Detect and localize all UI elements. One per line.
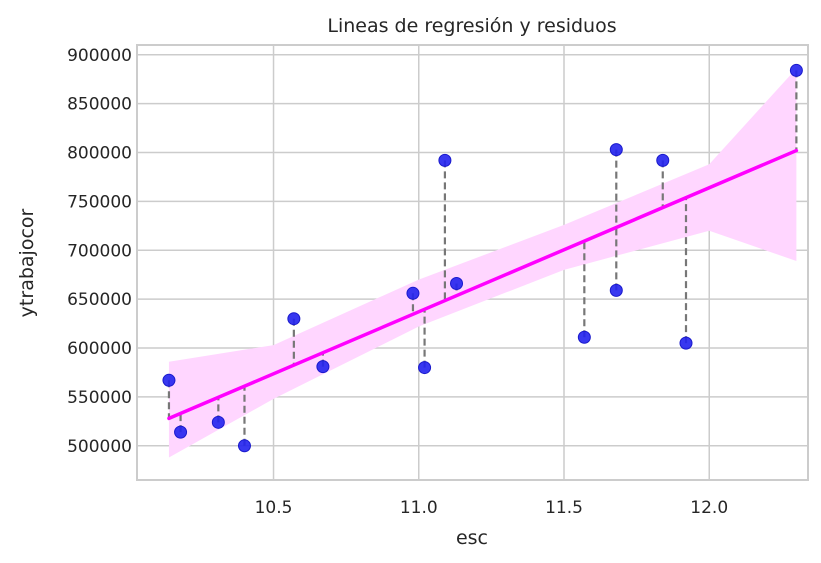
data-point — [609, 143, 623, 157]
data-point — [656, 153, 670, 167]
regression-line — [167, 148, 799, 421]
x-tick-label: 11.5 — [545, 498, 583, 518]
y-tick-label: 750000 — [67, 192, 132, 212]
x-tick-label: 12.0 — [690, 498, 728, 518]
x-tick-label: 10.5 — [255, 498, 293, 518]
x-tick-labels: 10.5 11.0 11.5 12.0 — [255, 498, 729, 518]
plot-frame — [136, 44, 809, 481]
data-point — [679, 336, 693, 350]
x-tick-label: 11.0 — [400, 498, 438, 518]
data-point — [438, 153, 452, 167]
y-tick-label: 850000 — [67, 95, 132, 115]
data-point — [287, 312, 301, 326]
y-tick-label: 700000 — [67, 241, 132, 261]
data-point — [577, 330, 591, 344]
data-point — [406, 286, 420, 300]
y-tick-label: 650000 — [67, 290, 132, 310]
data-points-layer — [162, 63, 803, 453]
data-point — [237, 439, 251, 453]
data-point — [174, 425, 188, 439]
data-point — [609, 283, 623, 297]
data-point — [789, 63, 803, 77]
data-point — [418, 361, 432, 375]
y-tick-labels: 500000 550000 600000 650000 700000 750000 8000… — [67, 46, 132, 457]
confidence-band-layer — [168, 68, 797, 458]
y-tick-label: 600000 — [67, 339, 132, 359]
data-point — [450, 277, 464, 291]
y-tick-label: 800000 — [67, 144, 132, 164]
chart-title: Lineas de regresión y residuos — [327, 15, 616, 37]
y-tick-label: 550000 — [67, 388, 132, 408]
y-tick-label: 900000 — [67, 46, 132, 66]
x-axis-label: esc — [456, 527, 488, 549]
y-tick-label: 500000 — [67, 437, 132, 457]
data-point — [162, 373, 176, 387]
data-point — [211, 415, 225, 429]
confidence-band — [168, 68, 797, 458]
regression-line-layer — [167, 148, 799, 421]
data-point — [316, 360, 330, 374]
y-axis-label: ytrabajocor — [16, 208, 38, 317]
